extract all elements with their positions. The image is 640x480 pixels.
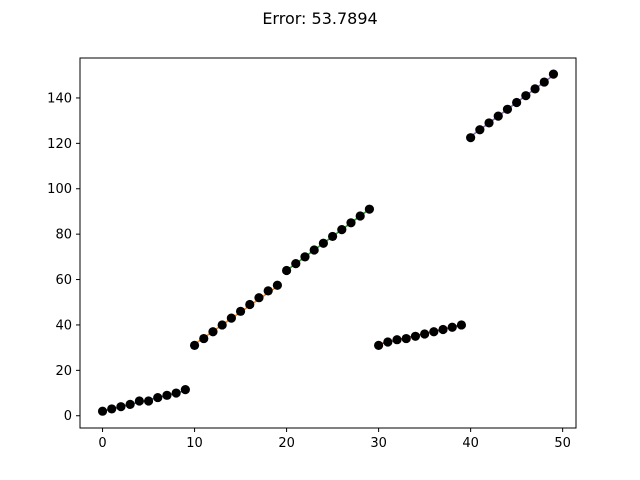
data-point <box>134 396 144 406</box>
data-point <box>245 299 255 310</box>
data-point <box>125 399 135 409</box>
data-point <box>410 331 421 341</box>
data-point <box>171 388 181 398</box>
data-point <box>512 97 522 108</box>
data-point <box>401 333 411 344</box>
data-point <box>318 238 328 248</box>
data-point <box>420 329 430 339</box>
data-point <box>153 392 163 403</box>
x-tick-label: 20 <box>278 436 295 451</box>
data-point <box>438 324 448 335</box>
data-point <box>374 340 384 350</box>
y-tick-label: 100 <box>47 182 72 197</box>
plot-area: 0 10 20 30 40 50 0 20 40 60 80 100 120 140 <box>47 57 577 451</box>
data-point <box>254 293 264 303</box>
data-point <box>539 77 549 87</box>
data-point <box>548 69 559 79</box>
data-point <box>272 280 282 290</box>
data-point <box>199 333 209 344</box>
data-point <box>208 327 218 337</box>
data-point <box>162 390 172 400</box>
data-point <box>429 327 439 337</box>
data-point <box>328 231 338 242</box>
chart-title: Error: 53.7894 <box>262 9 377 28</box>
data-point <box>309 245 319 255</box>
series-fit-line <box>378 324 462 346</box>
data-point <box>281 265 292 276</box>
data-point <box>226 313 236 323</box>
series-fit-line <box>194 285 278 345</box>
data-point <box>291 259 301 269</box>
data-point <box>346 218 356 228</box>
y-tick-label: 0 <box>64 409 72 424</box>
series-fit-line <box>286 208 370 272</box>
data-point <box>466 133 476 143</box>
data-point <box>300 252 310 262</box>
data-point <box>392 335 402 345</box>
data-point <box>189 340 200 350</box>
data-point <box>484 118 494 128</box>
y-axis: 0 20 40 60 80 100 120 140 <box>47 91 80 424</box>
y-tick-label: 20 <box>55 364 72 379</box>
y-tick-label: 80 <box>55 228 72 243</box>
x-tick-label: 10 <box>186 436 203 451</box>
data-point <box>475 125 485 135</box>
y-tick-label: 120 <box>47 137 72 152</box>
data-point <box>493 111 503 121</box>
x-tick-label: 40 <box>462 436 479 451</box>
data-point <box>97 406 108 416</box>
data-point <box>107 404 117 414</box>
data-point <box>502 104 513 114</box>
data-point <box>521 91 531 101</box>
data-point <box>447 322 457 332</box>
data-point <box>383 337 393 347</box>
x-tick-label: 30 <box>370 436 387 451</box>
y-tick-label: 60 <box>55 273 72 288</box>
data-point <box>355 211 365 221</box>
data-point <box>143 396 154 406</box>
x-axis: 0 10 20 30 40 50 <box>98 428 571 451</box>
series-fit-line <box>102 389 186 412</box>
fit-lines <box>102 74 554 412</box>
x-tick-label: 50 <box>554 436 571 451</box>
data-point <box>364 204 375 214</box>
data-point <box>180 385 190 395</box>
data-point <box>217 320 227 330</box>
y-tick-label: 40 <box>55 318 72 333</box>
series-fit-line <box>470 74 554 138</box>
data-point <box>116 402 126 412</box>
data-points <box>97 69 559 416</box>
data-point <box>456 320 467 330</box>
y-tick-label: 140 <box>47 91 72 106</box>
axes-frame <box>79 57 577 429</box>
x-tick-label: 0 <box>98 436 106 451</box>
data-point <box>337 225 347 235</box>
data-point <box>263 286 273 296</box>
data-point <box>235 306 246 316</box>
data-point <box>530 84 540 94</box>
